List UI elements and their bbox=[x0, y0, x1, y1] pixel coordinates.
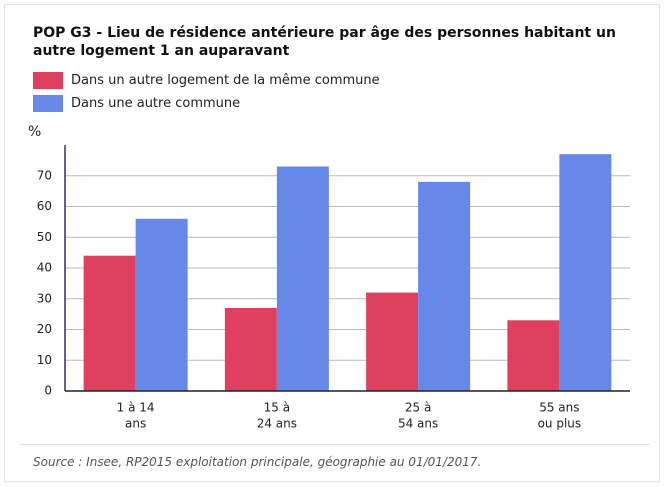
source: Source : Insee, RP2015 exploitation prin… bbox=[33, 455, 482, 469]
bar bbox=[224, 307, 277, 391]
bar bbox=[135, 218, 188, 391]
bar bbox=[276, 166, 329, 391]
x-tick-label: 1 à 14 bbox=[117, 401, 155, 415]
x-tick-label: 54 ans bbox=[398, 417, 438, 431]
x-tick-label: 25 à bbox=[405, 401, 431, 415]
x-tick-label: 55 ans bbox=[539, 401, 579, 415]
bar bbox=[366, 292, 419, 391]
chart: % 0 10 20 30 40 50 60 70 1 à 14 ans 15 à 24 ans 25 à… bbox=[28, 124, 630, 431]
y-tick-label: 10 bbox=[37, 353, 52, 367]
bar bbox=[559, 154, 612, 391]
x-tick-label: 24 ans bbox=[257, 417, 297, 431]
legend-label: Dans une autre commune bbox=[71, 96, 241, 111]
legend-item: Dans un autre logement de la même commun… bbox=[33, 72, 380, 89]
legend-swatch bbox=[33, 95, 63, 112]
legend-swatch bbox=[33, 72, 63, 89]
y-tick-label: 50 bbox=[37, 230, 52, 244]
y-tick-label: 20 bbox=[37, 322, 52, 336]
y-axis-label: % bbox=[28, 124, 41, 140]
bar bbox=[507, 320, 560, 391]
legend-label: Dans un autre logement de la même commun… bbox=[71, 73, 380, 88]
separator bbox=[20, 444, 650, 445]
y-tick-label: 60 bbox=[37, 199, 52, 213]
y-tick-label: 30 bbox=[37, 291, 52, 305]
chart-title: POP G3 - Lieu de résidence antérieure pa… bbox=[33, 25, 616, 59]
frame bbox=[4, 4, 660, 482]
legend-item: Dans une autre commune bbox=[33, 95, 240, 112]
x-tick-label: ans bbox=[125, 417, 146, 431]
bar bbox=[418, 181, 471, 391]
bar bbox=[83, 255, 136, 391]
y-tick-label: 40 bbox=[37, 261, 52, 275]
y-tick-label: 0 bbox=[44, 384, 52, 398]
x-tick-label: 15 à bbox=[264, 401, 290, 415]
x-tick-label: ou plus bbox=[538, 417, 582, 431]
y-tick-label: 70 bbox=[37, 168, 52, 182]
